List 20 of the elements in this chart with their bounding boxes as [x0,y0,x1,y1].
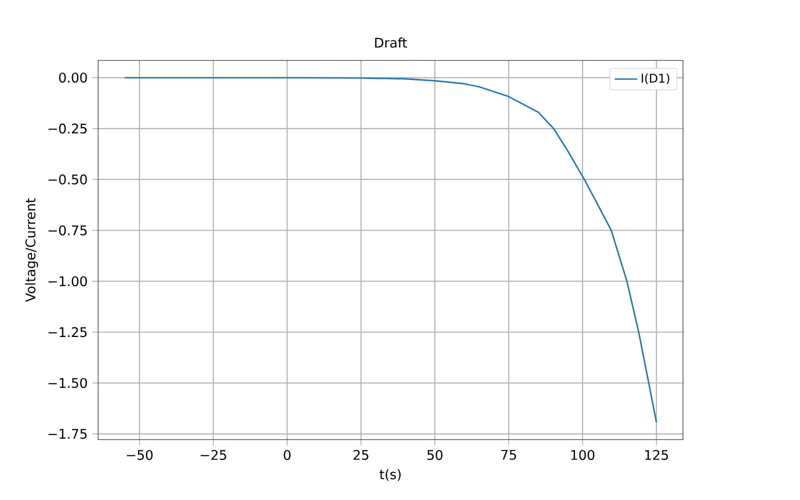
y-tick-label: −1.25 [48,327,87,338]
y-tick-label: −1.75 [48,428,87,439]
legend-label: I(D1) [642,74,670,84]
y-tick-label: −1.00 [48,276,87,286]
y-axis-title: Voltage/Current [25,198,38,302]
x-axis-title: t(s) [380,469,401,481]
x-tick-label: 100 [571,450,594,460]
y-tick-label: −1.50 [48,378,87,388]
x-tick-label: −25 [200,450,226,460]
x-tick-label: 50 [427,450,442,460]
x-tick-label: 125 [645,450,668,460]
x-tick-label: 0 [284,450,291,460]
y-tick-label: −0.75 [48,225,87,236]
y-tick-label: −0.25 [48,124,87,134]
x-tick-label: −50 [126,450,153,460]
y-tick-label: −0.50 [48,174,87,184]
x-tick-label: 25 [354,450,368,460]
chart-title: Draft [375,37,407,48]
x-tick-label: 75 [501,450,516,460]
y-tick-label: 0.00 [59,72,87,83]
